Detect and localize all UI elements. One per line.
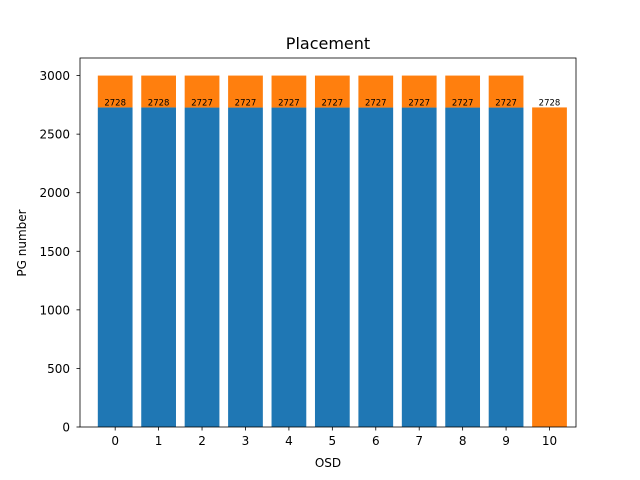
bar-value-label: 2728 [539, 98, 561, 108]
x-tick-label: 5 [329, 434, 337, 448]
y-tick-label: 0 [62, 421, 70, 435]
y-tick-label: 1000 [39, 303, 70, 317]
bar-value-label: 2727 [191, 99, 213, 109]
x-tick-label: 2 [198, 434, 206, 448]
bar-bottom [401, 107, 437, 428]
x-tick-label: 7 [415, 434, 423, 448]
y-axis-ticks: 0 500 1000 1500 2000 2500 3000 [39, 69, 80, 435]
x-tick-label: 1 [155, 434, 163, 448]
x-tick-label: 4 [285, 434, 293, 448]
y-tick-label: 3000 [39, 69, 70, 83]
bar-top [97, 75, 133, 108]
chart-title: Placement [286, 34, 370, 53]
bar-value-label: 2727 [322, 99, 344, 109]
bar-value-label: 2727 [278, 99, 300, 109]
y-tick-label: 500 [47, 362, 70, 376]
bar-bottom [97, 107, 133, 427]
bar-top [271, 75, 307, 108]
bar-top [532, 107, 567, 427]
bar-value-label: 2727 [365, 99, 387, 109]
bar-bottom [358, 107, 394, 428]
x-tick-label: 9 [502, 434, 510, 448]
bar-bottom [488, 107, 524, 428]
x-tick-label: 0 [111, 434, 119, 448]
bar-top [184, 75, 220, 108]
y-tick-label: 2000 [39, 186, 70, 200]
bar-top [401, 75, 437, 108]
bar-value-label: 2727 [408, 99, 430, 109]
y-tick-label: 2500 [39, 128, 70, 142]
x-tick-label: 8 [459, 434, 467, 448]
bar-top [488, 75, 524, 108]
bar-top [358, 75, 394, 108]
bar-value-label: 2727 [235, 99, 257, 109]
bars-group [97, 75, 567, 428]
x-tick-label: 6 [372, 434, 380, 448]
bar-value-label: 2728 [104, 98, 126, 108]
bar-top [228, 75, 263, 108]
bar-value-label: 2727 [495, 99, 517, 109]
x-tick-label: 10 [542, 434, 557, 448]
plot-frame [79, 57, 577, 428]
bar-value-label: 2728 [148, 98, 170, 108]
bar-bottom [141, 107, 176, 427]
bar-labels-group: 2728 2728 2727 2727 2727 2727 2727 2727 2727 2727… [104, 98, 560, 108]
bar-bottom [228, 107, 263, 428]
bar-bottom [314, 107, 350, 428]
x-axis-ticks: 0 1 2 3 4 5 6 7 8 9 10 [111, 427, 557, 448]
bar-bottom [184, 107, 220, 428]
bar-value-label: 2727 [452, 99, 474, 109]
bar-bottom [445, 107, 481, 428]
bar-bottom [271, 107, 307, 428]
bar-top [314, 75, 350, 108]
y-tick-label: 1500 [39, 245, 70, 259]
bar-top [141, 75, 176, 108]
bar-top [445, 75, 481, 108]
y-axis-label: PG number [15, 209, 29, 276]
x-axis-label: OSD [315, 456, 341, 470]
x-tick-label: 3 [242, 434, 250, 448]
